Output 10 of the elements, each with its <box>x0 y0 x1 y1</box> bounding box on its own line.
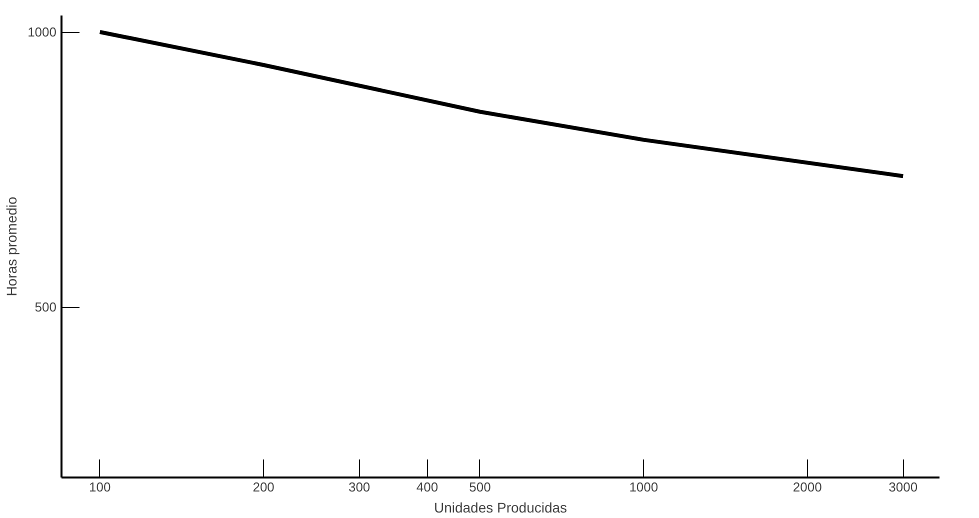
x-tick-label: 2000 <box>792 480 822 494</box>
y-axis-title: Horas promedio <box>4 196 20 296</box>
x-tick-label: 200 <box>252 480 274 494</box>
x-tick-label: 1000 <box>629 480 658 494</box>
x-tick-label: 300 <box>348 480 370 494</box>
x-tick-label: 500 <box>469 480 491 494</box>
x-axis-title: Unidades Producidas <box>434 500 568 516</box>
x-tick-label: 100 <box>89 480 111 494</box>
x-tick-label: 400 <box>416 480 438 494</box>
x-tick-label: 3000 <box>888 480 918 494</box>
